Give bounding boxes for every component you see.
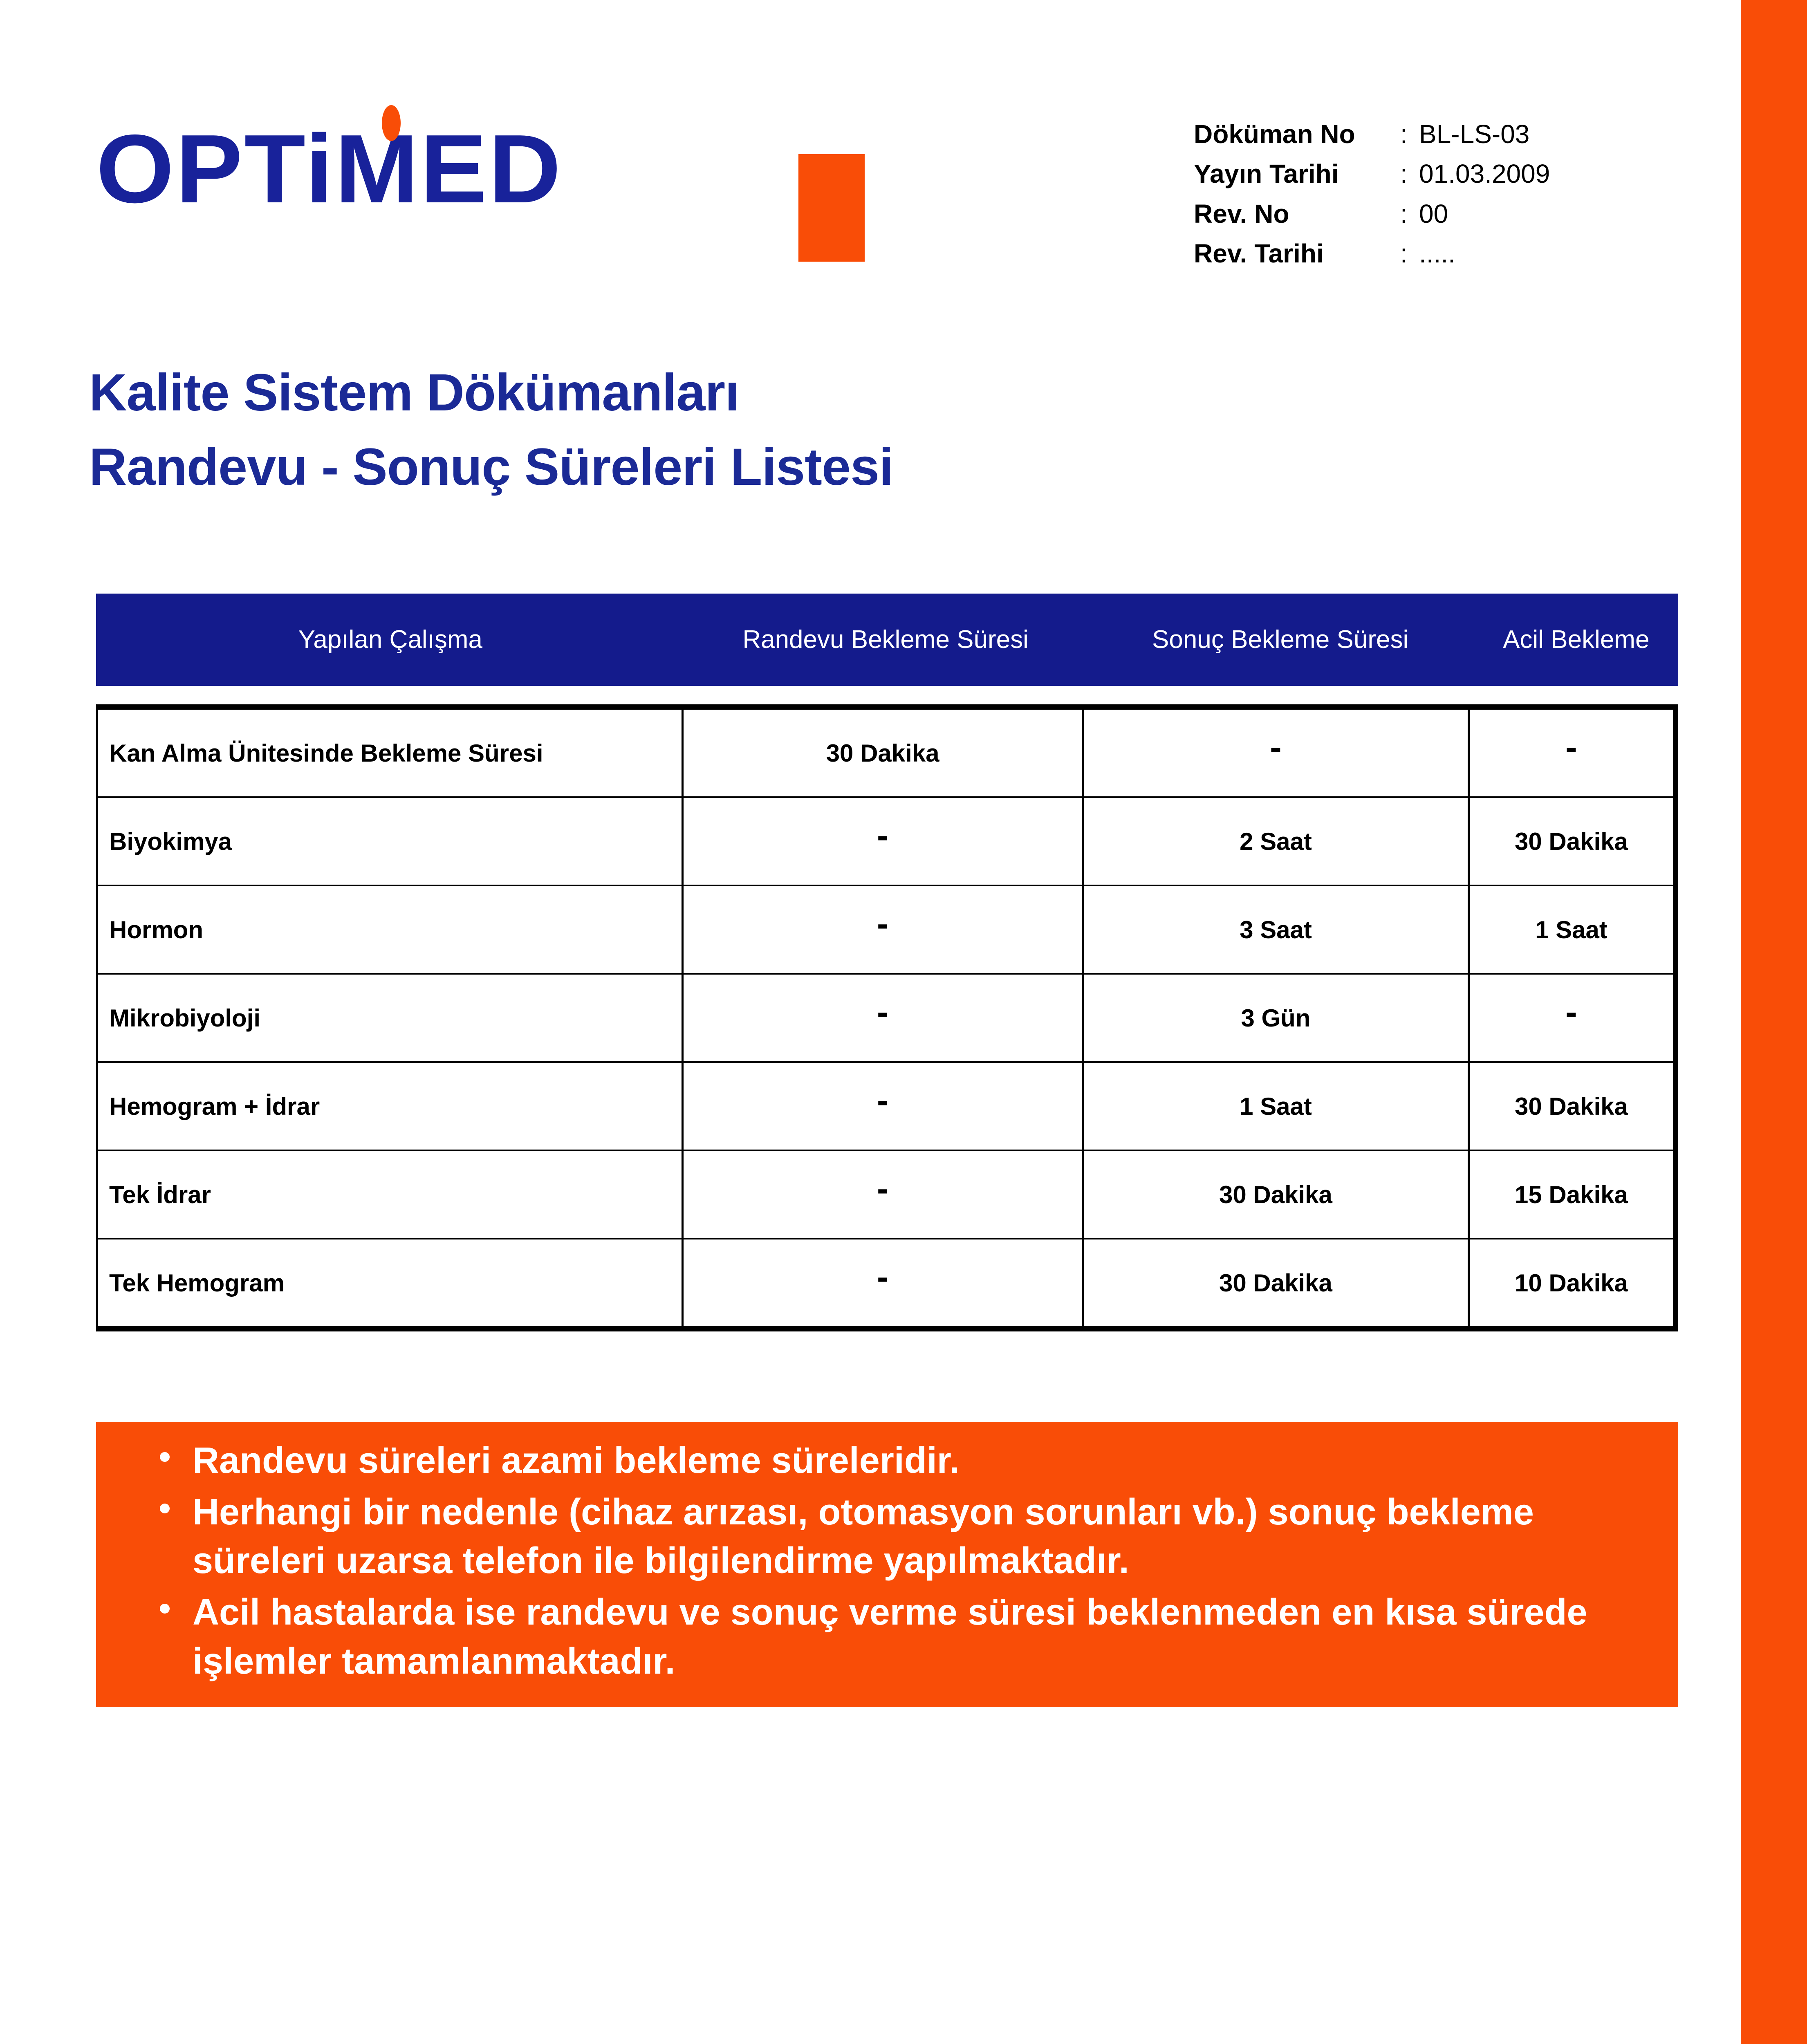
- meta-value: 00: [1419, 199, 1448, 229]
- cell-randevu-value: -: [877, 904, 889, 944]
- note-text: Herhangi bir nedenle (cihaz arızası, oto…: [193, 1491, 1534, 1582]
- meta-colon: :: [1400, 238, 1408, 268]
- table-row: Kan Alma Ünitesinde Bekleme Süresi 30 Da…: [98, 710, 1673, 798]
- note-text: Acil hastalarda ise randevu ve sonuç ver…: [193, 1592, 1587, 1682]
- cell-randevu-value: -: [877, 992, 889, 1032]
- table-row: Hemogram + İdrar - 1 Saat 30 Dakika: [98, 1063, 1673, 1151]
- table-row: Hormon - 3 Saat 1 Saat: [98, 886, 1673, 975]
- table-row: Mikrobiyoloji - 3 Gün -: [98, 975, 1673, 1063]
- cell-sonuc: 30 Dakika: [1084, 1239, 1470, 1326]
- meta-value: BL-LS-03: [1419, 119, 1530, 149]
- cell-randevu-value: -: [877, 1169, 889, 1208]
- cell-randevu: -: [684, 975, 1084, 1061]
- document-header: OPTiMED Döküman No : BL-LS-03 Yayın Tari…: [0, 98, 1741, 270]
- logo-wordmark: OPTiMED: [96, 115, 563, 223]
- cell-randevu-value: -: [877, 1257, 889, 1297]
- meta-colon: :: [1400, 159, 1408, 189]
- logo-dot-icon: [382, 105, 401, 141]
- right-edge-stripe: [1741, 0, 1807, 2044]
- meta-label: Yayın Tarihi: [1194, 159, 1339, 189]
- cell-randevu: -: [684, 1239, 1084, 1326]
- cell-islem: Mikrobiyoloji: [98, 975, 684, 1061]
- cell-randevu-value: -: [877, 1080, 889, 1120]
- meta-label: Rev. No: [1194, 199, 1289, 229]
- cell-acil: -: [1470, 975, 1673, 1061]
- meta-row-yayin-tarihi: Yayın Tarihi : 01.03.2009: [1194, 154, 1550, 194]
- notes-panel: Randevu süreleri azami bekleme sürelerid…: [96, 1422, 1678, 1708]
- cell-acil-value: -: [1565, 992, 1577, 1032]
- table-row: Tek Hemogram - 30 Dakika 10 Dakika: [98, 1239, 1673, 1326]
- column-header-randevu-bekleme-suresi: Randevu Bekleme Süresi: [742, 625, 1029, 654]
- cell-randevu: -: [684, 1151, 1084, 1238]
- cell-sonuc: 30 Dakika: [1084, 1151, 1470, 1238]
- cell-sonuc: -: [1084, 710, 1470, 796]
- cell-randevu-value: -: [877, 816, 889, 855]
- cell-acil-value: -: [1565, 727, 1577, 767]
- cell-sonuc: 3 Saat: [1084, 886, 1470, 973]
- list-item: Acil hastalarda ise randevu ve sonuç ver…: [160, 1588, 1629, 1686]
- cell-islem: Hemogram + İdrar: [98, 1063, 684, 1150]
- cell-sonuc: 1 Saat: [1084, 1063, 1470, 1150]
- meta-row-rev-tarihi: Rev. Tarihi : .....: [1194, 234, 1550, 273]
- cell-islem: Biyokimya: [98, 798, 684, 885]
- cell-randevu: -: [684, 886, 1084, 973]
- list-item: Randevu süreleri azami bekleme sürelerid…: [160, 1437, 1629, 1486]
- page-title-line-1: Kalite Sistem Dökümanları: [89, 363, 740, 422]
- table-body: Kan Alma Ünitesinde Bekleme Süresi 30 Da…: [96, 704, 1678, 1331]
- column-header-yapilan-calisma: Yapılan Çalışma: [298, 625, 482, 654]
- column-header-sonuc-bekleme-suresi: Sonuç Bekleme Süresi: [1152, 625, 1409, 654]
- cell-sonuc-value: -: [1270, 727, 1282, 767]
- cell-acil: 30 Dakika: [1515, 1092, 1628, 1120]
- meta-label: Döküman No: [1194, 119, 1355, 149]
- cell-randevu: -: [684, 798, 1084, 885]
- cell-sonuc: 2 Saat: [1084, 798, 1470, 885]
- note-text: Randevu süreleri azami bekleme sürelerid…: [193, 1440, 960, 1481]
- cell-acil: -: [1470, 710, 1673, 796]
- durations-table: Yapılan Çalışma Randevu Bekleme Süresi S…: [96, 594, 1678, 1331]
- cell-islem: Hormon: [98, 886, 684, 973]
- cell-randevu: -: [684, 1063, 1084, 1150]
- column-header-acil-bekleme: Acil Bekleme: [1503, 625, 1650, 654]
- document-meta: Döküman No : BL-LS-03 Yayın Tarihi : 01.…: [1194, 114, 1550, 273]
- table-row: Tek İdrar - 30 Dakika 15 Dakika: [98, 1151, 1673, 1239]
- document-page: OPTiMED Döküman No : BL-LS-03 Yayın Tari…: [0, 98, 1741, 1708]
- cell-acil: 30 Dakika: [1515, 827, 1628, 855]
- notes-list: Randevu süreleri azami bekleme sürelerid…: [96, 1437, 1678, 1686]
- list-item: Herhangi bir nedenle (cihaz arızası, oto…: [160, 1488, 1629, 1586]
- cell-acil: 15 Dakika: [1515, 1181, 1628, 1208]
- meta-value: .....: [1419, 238, 1455, 268]
- meta-row-rev-no: Rev. No : 00: [1194, 194, 1550, 234]
- optimed-logo: OPTiMED: [96, 105, 865, 262]
- cell-acil: 1 Saat: [1535, 916, 1607, 944]
- meta-row-dokuman-no: Döküman No : BL-LS-03: [1194, 114, 1550, 154]
- table-row: Biyokimya - 2 Saat 30 Dakika: [98, 798, 1673, 886]
- cell-acil: 10 Dakika: [1515, 1269, 1628, 1297]
- meta-label: Rev. Tarihi: [1194, 238, 1324, 268]
- cell-sonuc: 3 Gün: [1084, 975, 1470, 1061]
- logo-bar-icon: [798, 154, 865, 262]
- cell-randevu: 30 Dakika: [684, 710, 1084, 796]
- table-header-row: Yapılan Çalışma Randevu Bekleme Süresi S…: [96, 594, 1678, 686]
- page-title: Kalite Sistem Dökümanları Randevu - Sonu…: [89, 356, 894, 504]
- meta-value: 01.03.2009: [1419, 159, 1550, 189]
- bullet-icon: [160, 1503, 170, 1513]
- bullet-icon: [160, 1452, 170, 1462]
- cell-islem: Tek İdrar: [98, 1151, 684, 1238]
- cell-islem: Tek Hemogram: [98, 1239, 684, 1326]
- page-title-line-2: Randevu - Sonuç Süreleri Listesi: [89, 437, 894, 496]
- cell-islem: Kan Alma Ünitesinde Bekleme Süresi: [98, 710, 684, 796]
- meta-colon: :: [1400, 119, 1408, 149]
- meta-colon: :: [1400, 199, 1408, 229]
- bullet-icon: [160, 1604, 170, 1614]
